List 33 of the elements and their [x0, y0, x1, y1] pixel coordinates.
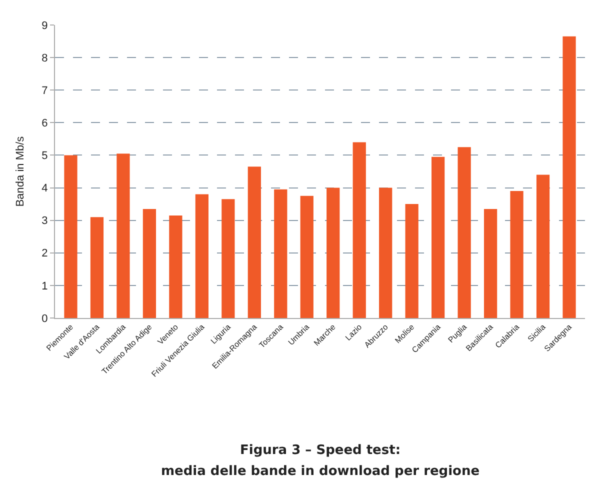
bar [326, 188, 340, 318]
bar [274, 189, 288, 318]
y-tick-label: 8 [42, 52, 48, 64]
y-tick-label: 3 [42, 215, 48, 228]
y-tick-label: 0 [42, 312, 48, 325]
bar [510, 191, 524, 318]
bar [64, 155, 78, 318]
bar [169, 215, 182, 318]
y-tick-label: 6 [42, 118, 48, 130]
bar [90, 217, 104, 318]
y-tick-label: 7 [42, 84, 48, 97]
bar [405, 204, 418, 318]
y-tick-label: 4 [42, 182, 48, 195]
y-tick-label: 5 [42, 150, 48, 162]
bar [352, 142, 366, 318]
y-tick-label: 1 [42, 280, 48, 292]
bar [562, 36, 576, 318]
bar [248, 166, 261, 318]
bar [458, 147, 471, 318]
bar [432, 156, 445, 318]
y-tick-label: 2 [42, 248, 48, 260]
bar [484, 208, 498, 318]
bar [536, 174, 550, 318]
bar [300, 196, 314, 318]
bar [116, 154, 130, 318]
text: Figura 3 – Speed test: [240, 443, 401, 458]
bar [222, 199, 235, 318]
bar [142, 208, 156, 318]
bar [379, 188, 392, 318]
y-axis-title: Banda in Mb/s [14, 136, 26, 207]
y-tick-label: 9 [42, 20, 48, 32]
text: media delle bande in download per regione [161, 464, 480, 479]
bar [195, 194, 208, 318]
